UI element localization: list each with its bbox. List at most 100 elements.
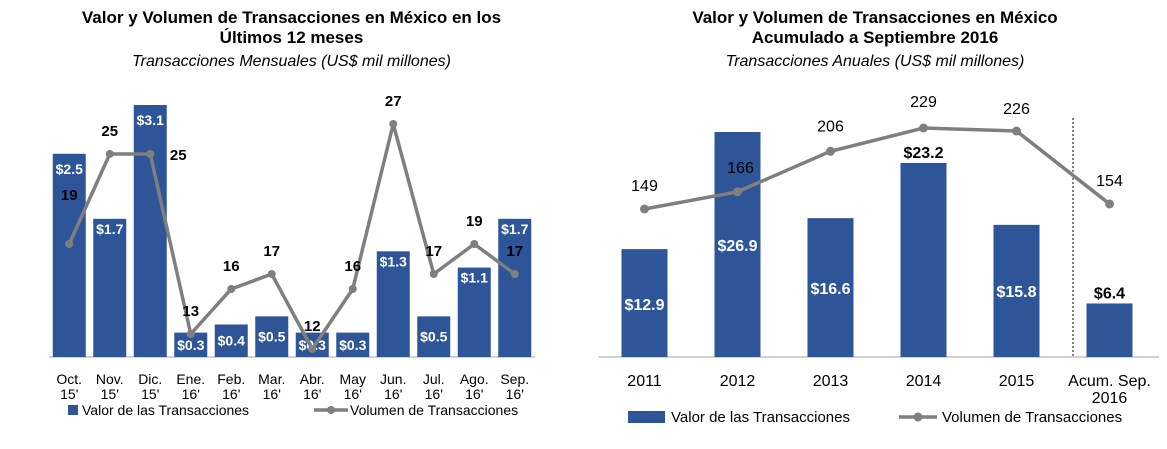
x-tick-label: Feb. [217,371,245,387]
x-tick-label: 16' [303,386,321,402]
volume-value-label: 19 [466,213,483,230]
volume-point [267,270,276,278]
x-tick-label: Abr. [300,371,325,387]
bar-value-label: $0.5 [258,329,285,345]
volume-point [348,285,357,293]
bar [621,249,668,357]
volume-value-label: 17 [263,243,280,260]
x-tick-label: Nov. [96,371,124,387]
x-tick-label: Acum. Sep. [1068,373,1151,390]
volume-point [470,240,479,248]
volume-line [644,126,1111,211]
bar [376,251,410,357]
bar-value-label: $0.3 [177,337,204,353]
bar [52,153,86,357]
volume-point [1105,199,1114,209]
chart-monthly-svg: $2.5$1.7$3.1$0.3 $0.4 $0.5$0.3 $0.3$1.3$0.5… [49,93,535,418]
bar-value-label: $0.3 [339,337,366,353]
x-tick-label: 16' [384,386,402,402]
x-tick-label: Sep. [500,371,529,387]
chart-panel-monthly: Valor y Volumen de Transacciones en Méxi… [0,0,583,449]
bar [417,316,451,357]
volume-value-label: 12 [304,318,321,335]
volume-value-label: 25 [170,147,187,164]
volume-line [67,123,516,353]
volume-point [826,146,835,156]
chart-title-line-2: Acumulado a Septiembre 2016 [751,28,999,47]
legend-bar-swatch [68,405,78,415]
volume-value-label: 17 [425,243,442,260]
legend-bar-label: Valor de las Transacciones [671,409,850,426]
volume-value-label: 16 [344,258,361,275]
bar-value-label: $16.6 [810,281,850,298]
bar-value-label: $1.3 [380,253,407,269]
volume-value-label: 149 [631,178,658,195]
volume-point [186,330,195,338]
bar-value-label: $26.9 [717,238,757,255]
x-tick-label: Ene. [176,371,205,387]
legend-line-marker [913,412,923,422]
volume-value-label: 17 [506,243,523,260]
legend-line-label: Volumen de Transacciones [942,409,1122,426]
bar [133,105,167,357]
volume-value-label: 16 [223,258,240,275]
volume-point [389,120,398,128]
x-tick-label: 15' [141,386,159,402]
volume-point [1012,126,1021,136]
x-tick-label: 15' [60,386,78,402]
x-tick-label: 16' [344,386,362,402]
bar-value-label: $0.4 [218,333,245,349]
bar [255,316,289,357]
volume-value-label: 19 [61,187,78,204]
bar [214,324,248,357]
legend-bar-label: Valor de las Transacciones [82,402,249,418]
bar [993,224,1040,357]
volume-point [65,240,74,248]
legend-bar-swatch [628,411,665,423]
volume-value-label: 206 [817,118,844,135]
x-tick-label: Oct. [56,371,82,387]
volume-value-label: 154 [1096,173,1123,190]
x-tick-label: 15' [101,386,119,402]
bar [807,218,854,357]
x-tick-label: 16' [263,386,281,402]
x-tick-label: 16' [425,386,443,402]
volume-point [510,270,519,278]
bar [900,162,947,357]
chart-title-line-1: Valor y Volumen de Transacciones en Méxi… [81,8,502,27]
x-tick-label: 2013 [813,373,849,390]
legend-line-marker [327,406,335,414]
bar-value-label: $6.4 [1094,285,1125,302]
bar-value-label: $0.5 [420,329,447,345]
chart-panel-annual: Valor y Volumen de Transacciones en Méxi… [583,0,1167,449]
x-tick-label: 2016 [1092,390,1128,407]
bar [457,267,491,357]
bar [1086,303,1133,357]
bar-value-label: $1.1 [461,270,488,286]
bar-value-label: $1.7 [96,221,123,237]
x-tick-label: 16' [182,386,200,402]
x-tick-label: 16' [506,386,524,402]
volume-point [146,150,155,158]
bar-value-label: $2.5 [56,161,83,177]
x-tick-label: 2011 [627,373,662,390]
chart-title: Valor y Volumen de Transacciones en Méxi… [0,8,583,48]
x-tick-label: 2015 [999,373,1035,390]
bar-value-label: $3.1 [137,112,164,128]
bar-value-label: $15.8 [996,284,1036,301]
volume-point [733,187,742,197]
chart-annual-svg: $12.9 $26.9 $16.6 $23.2 $15.8 $6.4 149 166 206 22… [598,94,1159,426]
volume-point [308,345,317,353]
chart-title-line-1: Valor y Volumen de Transacciones en Méxi… [692,8,1058,27]
volume-point [227,285,236,293]
bar [498,218,532,357]
x-tick-label: 16' [222,386,240,402]
x-tick-label: Jun. [380,371,406,387]
chart-subtitle: Transacciones Mensuales (US$ mil millone… [132,53,451,70]
chart-title: Valor y Volumen de Transacciones en Méxi… [583,8,1167,48]
x-tick-label: May [340,371,366,387]
volume-point [429,270,438,278]
bar-value-label: $1.7 [501,221,528,237]
x-tick-label: Jul. [423,371,445,387]
x-tick-label: Ago. [460,371,489,387]
